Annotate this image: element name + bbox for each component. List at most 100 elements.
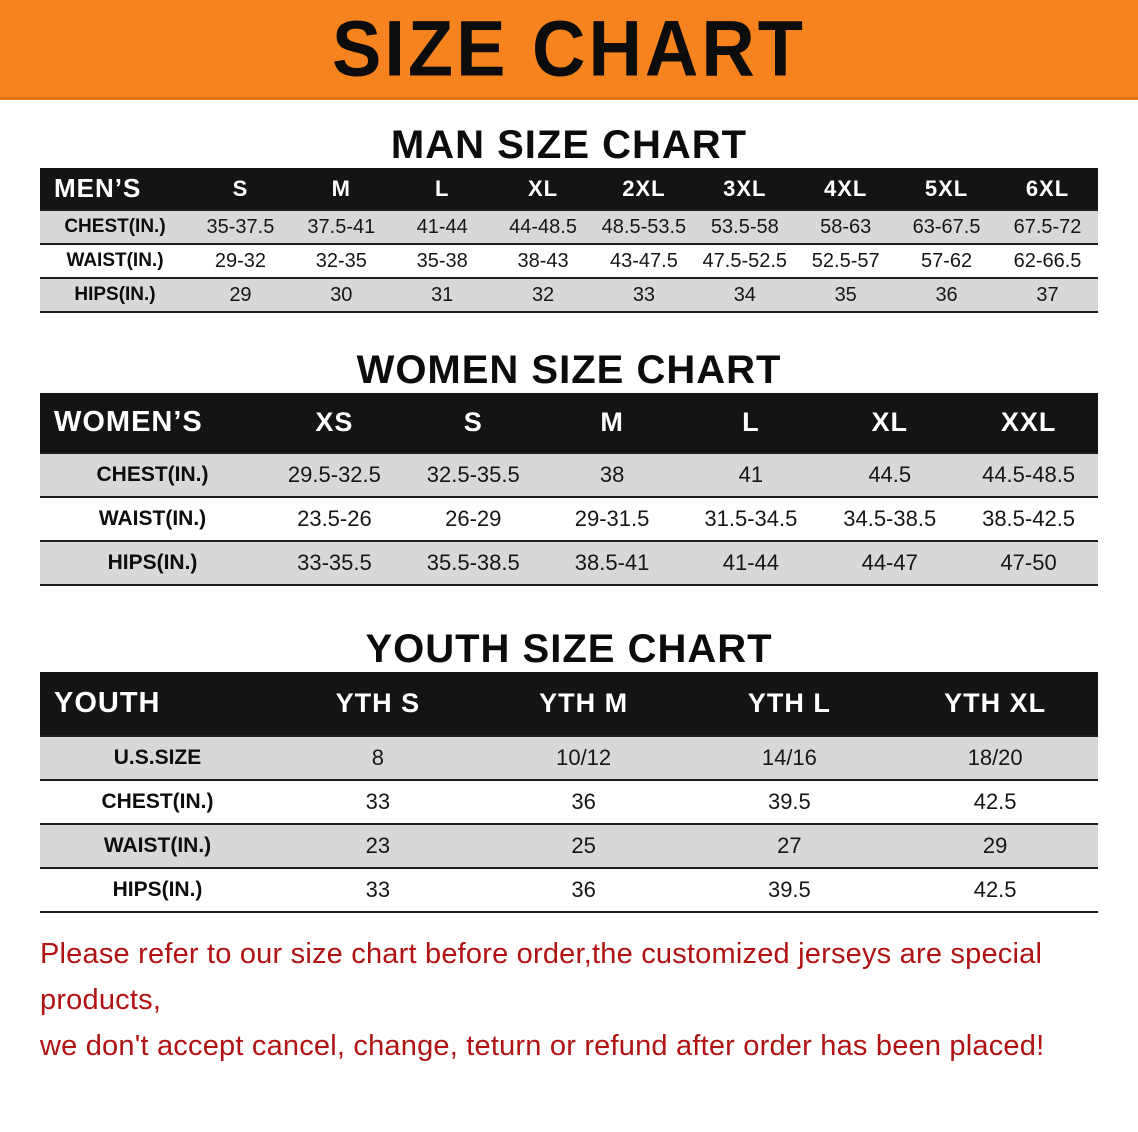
size-value-cell: 10/12: [480, 735, 687, 780]
row-label: HIPS(IN.): [40, 540, 265, 585]
size-value-cell: 37.5-41: [290, 209, 392, 244]
size-value-cell: 32: [492, 277, 594, 312]
table-row: U.S.SIZE 8 10/12 14/16 18/20: [40, 735, 1098, 780]
size-column-header: S: [403, 393, 543, 453]
size-value-cell: 67.5-72: [997, 209, 1098, 244]
size-column-header: YTH XL: [892, 672, 1098, 736]
size-value-cell: 30: [290, 277, 392, 312]
size-value-cell: 37: [997, 277, 1098, 312]
size-value-cell: 38.5-41: [542, 540, 682, 585]
size-value-cell: 58-63: [795, 209, 897, 244]
page-title: SIZE CHART: [332, 4, 806, 93]
size-value-cell: 25: [480, 823, 687, 868]
size-value-cell: 35: [795, 277, 897, 312]
size-column-header: YTH M: [480, 672, 687, 736]
size-value-cell: 34: [694, 277, 796, 312]
size-value-cell: 23: [275, 823, 481, 868]
size-value-cell: 62-66.5: [997, 243, 1098, 278]
youth-size-table: YOUTH YTH S YTH M YTH L YTH XL U.S.SIZE 8 10/12…: [40, 672, 1098, 913]
table-row: CHEST(IN.) 33 36 39.5 42.5: [40, 779, 1098, 824]
row-label: HIPS(IN.): [40, 867, 275, 912]
row-label: CHEST(IN.): [40, 452, 265, 497]
size-chart-page: SIZE CHART MAN SIZE CHART MEN’S S M L XL 2XL 3…: [0, 0, 1138, 1062]
size-value-cell: 48.5-53.5: [593, 209, 695, 244]
men-section-heading: MAN SIZE CHART: [390, 123, 748, 167]
size-value-cell: 31.5-34.5: [681, 496, 821, 541]
size-value-cell: 41-44: [391, 209, 493, 244]
banner: SIZE CHART: [0, 0, 1138, 100]
row-label: CHEST(IN.): [40, 779, 275, 824]
size-value-cell: 38-43: [492, 243, 594, 278]
size-value-cell: 36: [896, 277, 997, 312]
size-value-cell: 18/20: [892, 735, 1098, 780]
row-label: CHEST(IN.): [40, 209, 190, 244]
size-column-header: L: [391, 168, 493, 210]
size-value-cell: 44-47: [820, 540, 960, 585]
size-value-cell: 29-32: [190, 243, 291, 278]
youth-section-heading: YOUTH SIZE CHART: [365, 627, 773, 671]
size-column-header: XXL: [959, 393, 1098, 453]
size-value-cell: 29: [892, 823, 1098, 868]
size-value-cell: 41-44: [681, 540, 821, 585]
row-label: WAIST(IN.): [40, 243, 190, 278]
size-value-cell: 57-62: [896, 243, 997, 278]
table-row: WAIST(IN.) 29-32 32-35 35-38 38-43 43-47.5 47.…: [40, 243, 1098, 278]
table-header-row: YOUTH YTH S YTH M YTH L YTH XL: [40, 672, 1098, 736]
table-corner-label: YOUTH: [40, 672, 275, 736]
size-value-cell: 36: [480, 779, 687, 824]
table-row: WAIST(IN.) 23 25 27 29: [40, 823, 1098, 868]
size-value-cell: 43-47.5: [593, 243, 695, 278]
size-column-header: M: [290, 168, 392, 210]
size-value-cell: 26-29: [403, 496, 543, 541]
size-value-cell: 41: [681, 452, 821, 497]
size-column-header: 2XL: [593, 168, 695, 210]
men-size-table: MEN’S S M L XL 2XL 3XL 4XL 5XL 6XL CHEST(IN.) 35-37…: [40, 168, 1098, 313]
women-size-table: WOMEN’S XS S M L XL XXL CHEST(IN.) 29.5-32.5 32.5…: [40, 393, 1098, 586]
table-corner-label: MEN’S: [40, 168, 190, 210]
size-value-cell: 29.5-32.5: [265, 452, 404, 497]
size-column-header: M: [542, 393, 682, 453]
size-column-header: YTH L: [686, 672, 893, 736]
size-column-header: XL: [820, 393, 960, 453]
size-value-cell: 32-35: [290, 243, 392, 278]
size-value-cell: 33: [275, 867, 481, 912]
size-value-cell: 47-50: [959, 540, 1098, 585]
disclaimer-line-2: we don't accept cancel, change, teturn o…: [40, 1030, 1045, 1062]
table-row: HIPS(IN.) 29 30 31 32 33 34 35 36 37: [40, 277, 1098, 312]
size-value-cell: 29-31.5: [542, 496, 682, 541]
size-value-cell: 47.5-52.5: [694, 243, 796, 278]
table-row: HIPS(IN.) 33-35.5 35.5-38.5 38.5-41 41-44 44-…: [40, 540, 1098, 585]
row-label: WAIST(IN.): [40, 823, 275, 868]
size-value-cell: 31: [391, 277, 493, 312]
size-value-cell: 52.5-57: [795, 243, 897, 278]
size-value-cell: 44.5: [820, 452, 960, 497]
size-value-cell: 38: [542, 452, 682, 497]
size-column-header: 4XL: [795, 168, 897, 210]
size-column-header: 5XL: [896, 168, 997, 210]
size-value-cell: 35.5-38.5: [403, 540, 543, 585]
size-value-cell: 39.5: [686, 779, 893, 824]
size-value-cell: 35-37.5: [190, 209, 291, 244]
size-value-cell: 38.5-42.5: [959, 496, 1098, 541]
size-value-cell: 23.5-26: [265, 496, 404, 541]
women-section-heading: WOMEN SIZE CHART: [356, 348, 782, 392]
table-row: CHEST(IN.) 29.5-32.5 32.5-35.5 38 41 44.5 44.5…: [40, 452, 1098, 497]
table-header-row: WOMEN’S XS S M L XL XXL: [40, 393, 1098, 453]
size-column-header: XL: [492, 168, 594, 210]
row-label: WAIST(IN.): [40, 496, 265, 541]
size-value-cell: 42.5: [892, 779, 1098, 824]
size-column-header: XS: [265, 393, 404, 453]
size-value-cell: 53.5-58: [694, 209, 796, 244]
table-corner-label: WOMEN’S: [40, 393, 265, 453]
table-row: HIPS(IN.) 33 36 39.5 42.5: [40, 867, 1098, 912]
size-value-cell: 39.5: [686, 867, 893, 912]
row-label: HIPS(IN.): [40, 277, 190, 312]
size-value-cell: 33-35.5: [265, 540, 404, 585]
size-value-cell: 32.5-35.5: [403, 452, 543, 497]
table-row: CHEST(IN.) 35-37.5 37.5-41 41-44 44-48.5 48.5…: [40, 209, 1098, 244]
size-value-cell: 35-38: [391, 243, 493, 278]
table-row: WAIST(IN.) 23.5-26 26-29 29-31.5 31.5-34.5 34…: [40, 496, 1098, 541]
size-column-header: L: [681, 393, 821, 453]
size-column-header: 6XL: [997, 168, 1098, 210]
size-column-header: S: [190, 168, 291, 210]
